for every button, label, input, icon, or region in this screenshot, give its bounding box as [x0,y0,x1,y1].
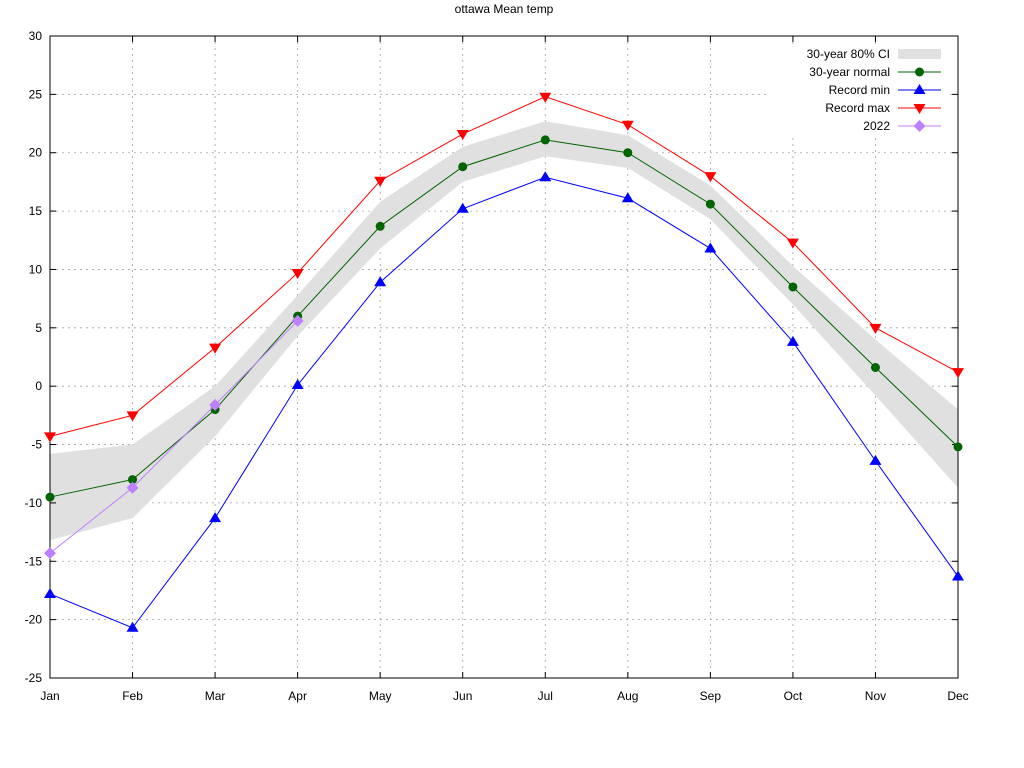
data-point [786,335,799,346]
x-tick-label: Jul [538,689,553,703]
legend-label: 30-year 80% CI [807,47,890,61]
ci-band-area [50,121,958,541]
data-point [209,343,222,354]
y-tick-label: 10 [29,262,43,276]
legend-label: Record min [829,83,890,97]
data-point [621,192,634,203]
y-tick-label: 25 [29,87,43,101]
data-point [126,481,139,494]
x-tick-label: May [369,689,392,703]
data-point [539,92,552,103]
y-tick-label: 30 [29,29,43,43]
data-point [952,570,964,581]
data-point [540,135,550,145]
data-point [45,492,55,502]
data-point [458,162,468,172]
data-point [456,130,469,141]
y-tick-label: -5 [31,438,42,452]
legend-marker [915,67,924,77]
legend-label: Record max [825,101,890,115]
series-record-min [44,171,964,632]
axes: -25 -20 -15 -10 -5 0 5 10 15 20 25 30 Jan Feb Mar Apr Ma… [25,29,969,703]
data-point [870,363,880,373]
data-point [44,547,56,560]
data-point [126,621,139,632]
x-tick-label: Feb [122,689,143,703]
x-tick-label: Sep [700,689,722,703]
series-record-max [44,92,964,443]
x-tick-label: Aug [617,689,638,703]
data-point [44,587,56,598]
data-point [128,475,138,485]
y-tick-label: 5 [35,321,42,335]
y-tick-label: 0 [35,379,42,393]
data-point [704,172,717,183]
series-line [49,320,298,554]
series-line [49,96,959,437]
data-point [953,442,963,452]
series-line [49,139,959,498]
data-point [621,120,634,131]
data-point [539,171,552,182]
x-tick-label: Jun [453,689,472,703]
legend-swatch [898,49,941,59]
legend: 30-year 80% CI 30-year normal Record min Re… [770,44,950,136]
y-tick-label: -20 [25,613,43,627]
data-point [209,398,222,411]
data-point [788,282,798,292]
data-point [374,176,387,187]
x-tick-label: Nov [865,689,886,703]
data-point [952,368,964,379]
data-point [623,148,633,158]
series-2022 [44,314,304,560]
y-tick-label: -10 [25,496,43,510]
series-group [44,92,964,632]
data-point [291,314,304,327]
legend-marker [913,120,926,132]
data-point [291,379,304,390]
data-point [126,411,139,422]
data-point [374,276,387,287]
data-point [375,221,385,231]
legend-marker [913,104,926,114]
data-point [786,238,799,249]
y-tick-label: -25 [25,671,43,685]
data-point [456,202,469,213]
data-point [705,199,715,209]
series-line [49,176,959,629]
y-tick-label: -15 [25,554,43,568]
x-tick-label: Apr [288,689,307,703]
legend-label: 30-year normal [809,65,890,79]
chart-title: ottawa Mean temp [455,2,554,16]
x-tick-label: Jan [40,689,59,703]
legend-label: 2022 [863,119,890,133]
plot-frame [49,35,959,679]
data-point [291,268,304,279]
data-point [704,242,717,253]
x-tick-label: Oct [784,689,803,703]
y-tick-label: 20 [29,146,43,160]
data-point [869,323,882,334]
y-tick-label: 15 [29,204,43,218]
data-point [209,512,222,523]
legend-marker [913,84,926,94]
x-tick-label: Mar [205,689,226,703]
ci-band [50,121,958,541]
data-point [869,454,882,465]
x-tick-label: Dec [947,689,968,703]
data-point [44,432,56,443]
